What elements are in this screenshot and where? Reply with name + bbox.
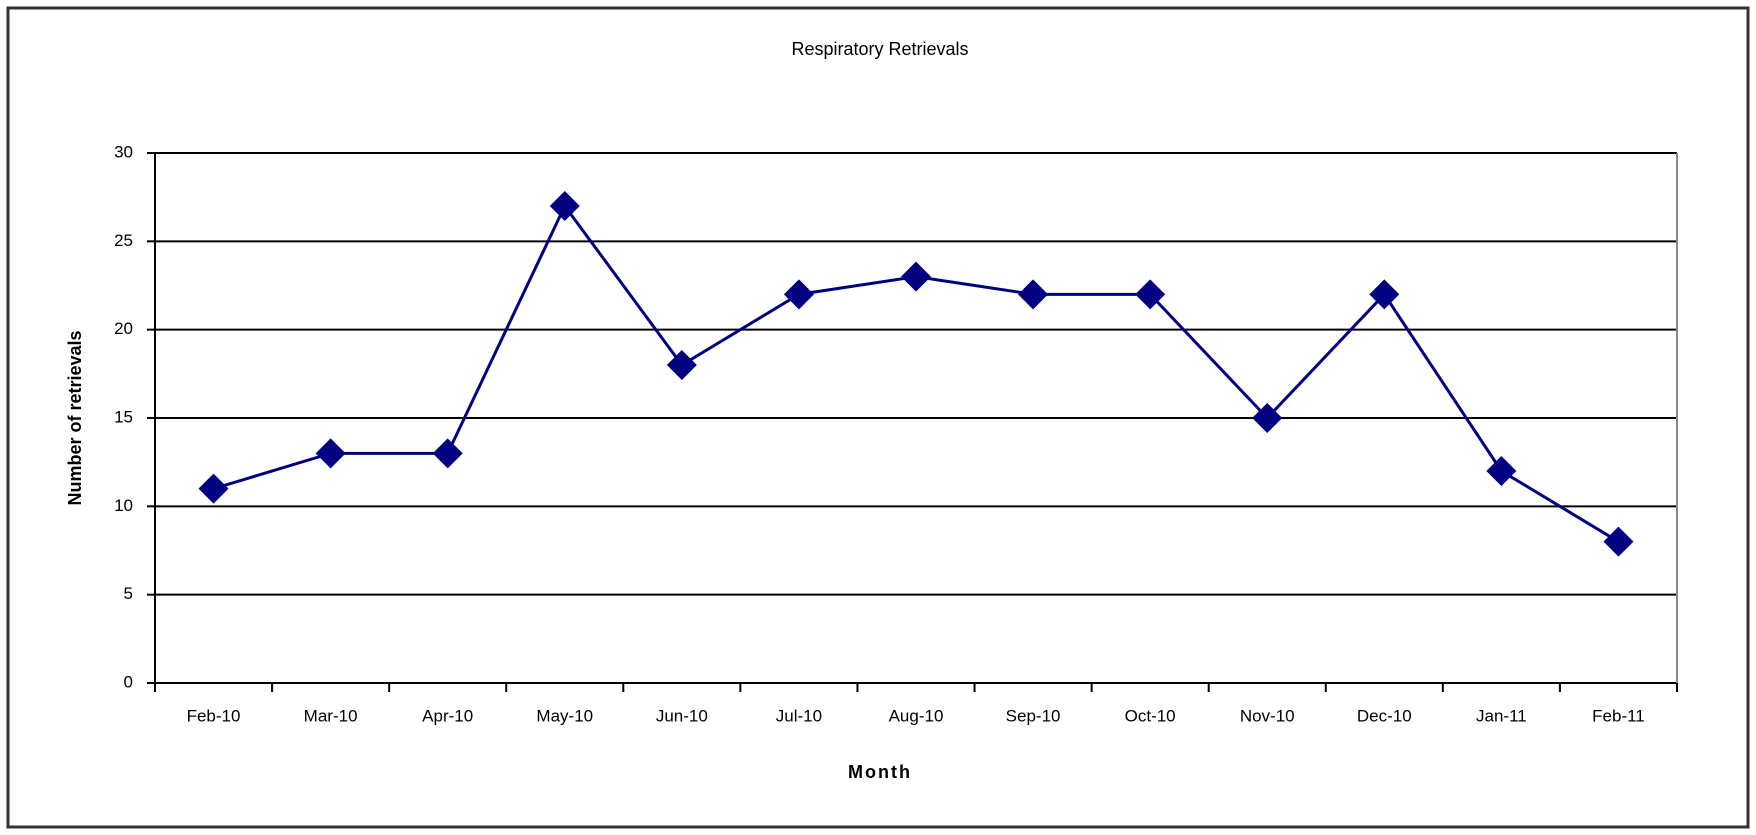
data-point (1252, 403, 1283, 433)
x-tick-label: Apr-10 (422, 706, 473, 725)
data-point (783, 279, 814, 310)
data-point (1018, 279, 1049, 310)
y-tick-label: 0 (124, 672, 133, 691)
x-tick-label: May-10 (536, 706, 593, 725)
data-point (1486, 456, 1517, 486)
y-tick-label: 25 (114, 231, 133, 250)
x-tick-label: Dec-10 (1357, 706, 1412, 725)
y-tick-label: 30 (114, 142, 133, 161)
data-point (549, 191, 580, 221)
data-point (901, 261, 931, 292)
x-tick-label: Jul-10 (776, 706, 822, 725)
chart-title: Respiratory Retrievals (791, 39, 968, 59)
data-point (1135, 279, 1166, 310)
data-point (1369, 279, 1400, 310)
y-tick-label: 15 (114, 407, 133, 426)
x-tick-label: Oct-10 (1125, 706, 1176, 725)
x-tick-label: Jan-11 (1476, 706, 1527, 725)
x-tick-label: Sep-10 (1006, 706, 1061, 725)
x-tick-label: Feb-11 (1592, 706, 1645, 725)
x-tick-label: Jun-10 (656, 706, 708, 725)
x-axis-title: Month (848, 762, 912, 782)
x-tick-label: Mar-10 (304, 706, 358, 725)
data-point (666, 350, 697, 380)
y-tick-label: 5 (124, 584, 133, 603)
x-tick-label: Nov-10 (1240, 706, 1295, 725)
data-point (315, 438, 346, 469)
data-point (432, 438, 463, 469)
y-axis-title: Number of retrievals (65, 330, 85, 505)
y-tick-label: 20 (114, 319, 133, 338)
y-tick-label: 10 (114, 496, 133, 515)
data-point (198, 473, 229, 504)
x-tick-label: Aug-10 (889, 706, 944, 725)
x-tick-label: Feb-10 (187, 706, 241, 725)
data-point (1603, 526, 1634, 557)
